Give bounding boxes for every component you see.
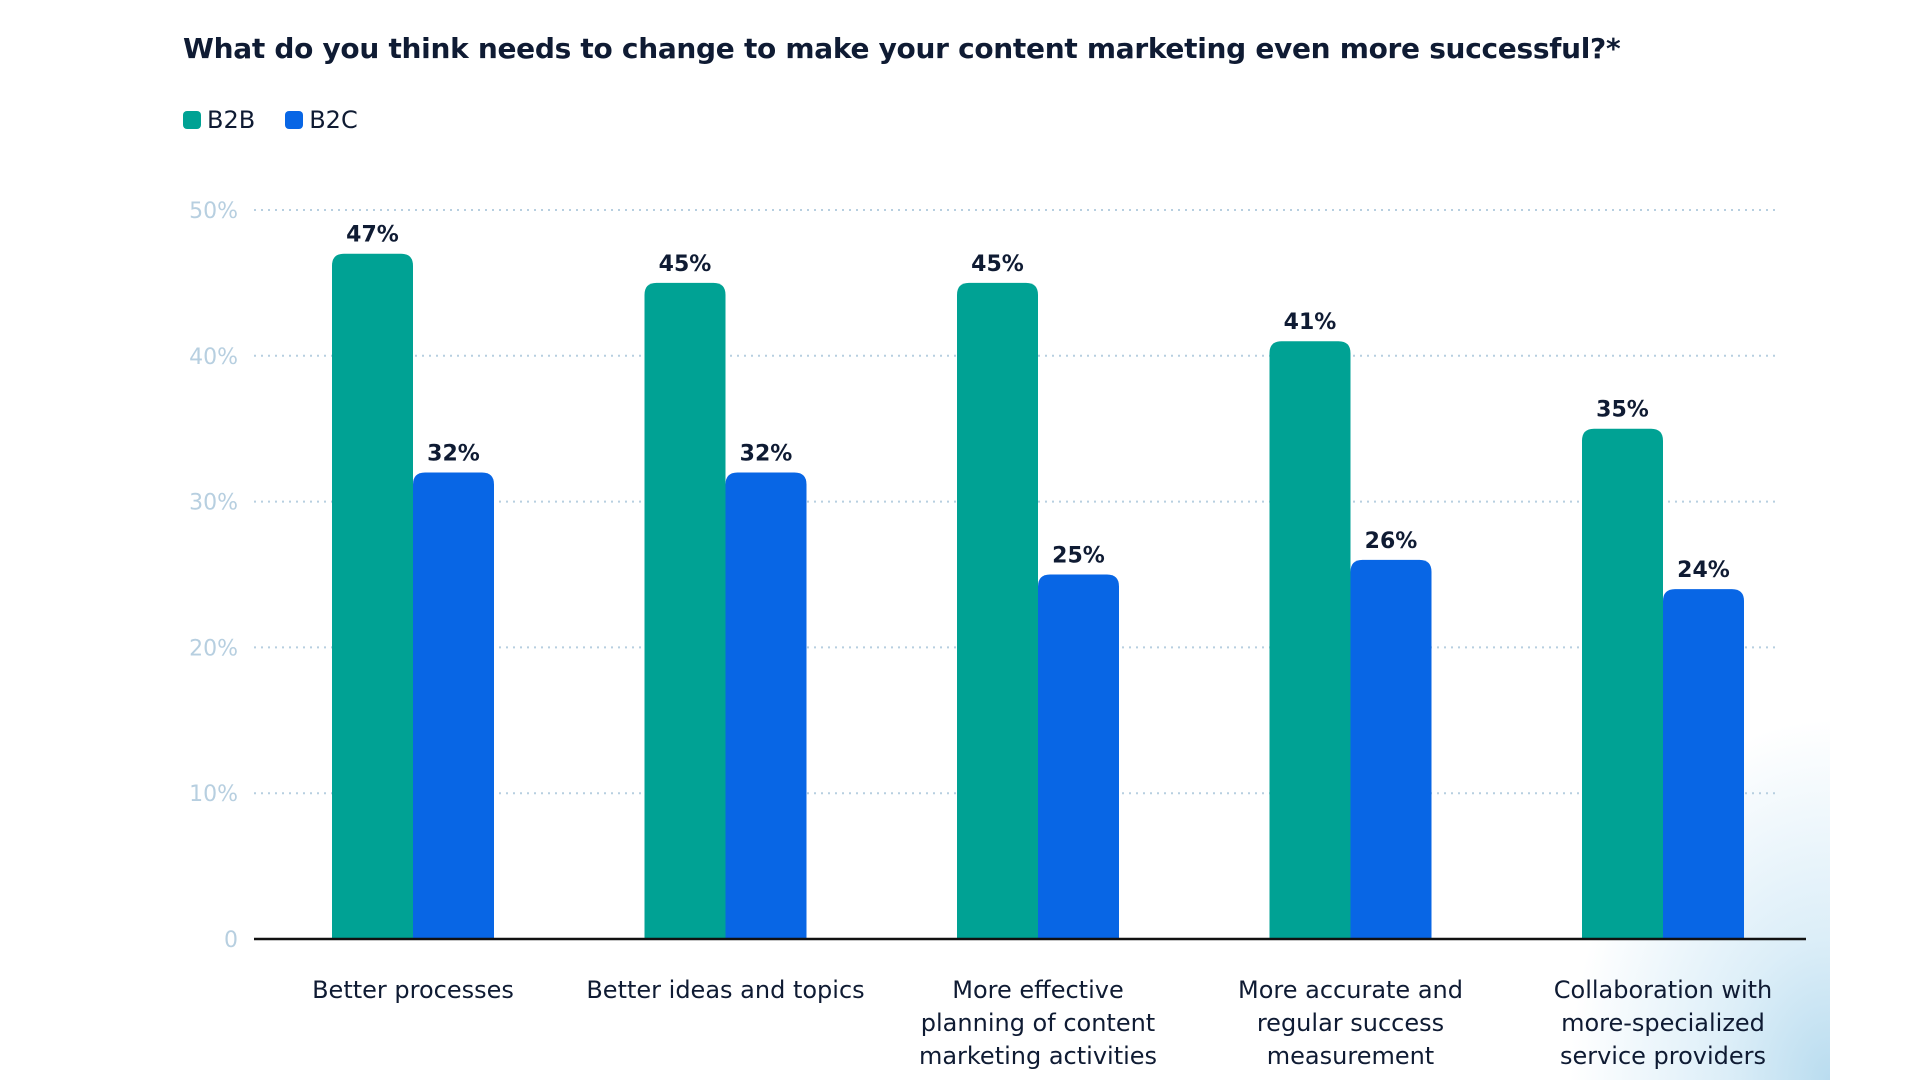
data-label: 32% bbox=[427, 441, 480, 466]
bar-b2c bbox=[413, 472, 494, 939]
legend: B2B B2C bbox=[183, 106, 358, 134]
data-label: 45% bbox=[659, 252, 712, 277]
x-tick-label: marketing activities bbox=[919, 1042, 1157, 1070]
legend-swatch-b2b bbox=[183, 111, 201, 129]
legend-item-b2c: B2C bbox=[285, 106, 358, 134]
data-label: 35% bbox=[1596, 398, 1649, 423]
y-tick-label: 40% bbox=[189, 345, 238, 370]
chart-title: What do you think needs to change to mak… bbox=[183, 32, 1621, 65]
legend-item-b2b: B2B bbox=[183, 106, 255, 134]
data-label: 41% bbox=[1284, 310, 1337, 335]
bar-b2c bbox=[725, 472, 807, 939]
bar-b2c bbox=[1350, 559, 1432, 939]
bar-b2b bbox=[332, 253, 413, 940]
data-label: 47% bbox=[346, 223, 399, 248]
bar-b2b bbox=[1582, 428, 1663, 939]
x-tick-label: More effective bbox=[952, 976, 1123, 1004]
data-label: 26% bbox=[1365, 529, 1418, 554]
x-tick-label: more-specialized bbox=[1561, 1009, 1765, 1037]
bar-b2b bbox=[1269, 341, 1351, 940]
x-tick-label: service providers bbox=[1560, 1042, 1766, 1070]
bar-b2b bbox=[644, 282, 726, 939]
x-tick-label: Better ideas and topics bbox=[586, 976, 864, 1004]
data-label: 24% bbox=[1677, 558, 1730, 583]
x-tick-label: More accurate and bbox=[1238, 976, 1463, 1004]
bar-b2c bbox=[1038, 574, 1119, 939]
legend-swatch-b2c bbox=[285, 111, 304, 129]
y-tick-label: 50% bbox=[189, 199, 238, 224]
y-tick-label: 10% bbox=[189, 782, 238, 807]
legend-label-b2b: B2B bbox=[207, 106, 256, 134]
y-tick-label: 30% bbox=[189, 491, 238, 516]
bar-b2b bbox=[957, 282, 1038, 939]
x-tick-label: Better processes bbox=[312, 976, 514, 1004]
bar-b2c bbox=[1663, 589, 1744, 939]
x-tick-label: planning of content bbox=[921, 1009, 1155, 1037]
data-label: 32% bbox=[740, 441, 793, 466]
data-label: 45% bbox=[971, 252, 1024, 277]
y-tick-label: 20% bbox=[189, 636, 238, 661]
x-tick-label: regular success bbox=[1257, 1009, 1444, 1037]
x-tick-label: measurement bbox=[1267, 1042, 1434, 1070]
x-tick-label: Collaboration with bbox=[1554, 976, 1773, 1004]
data-label: 25% bbox=[1052, 544, 1105, 569]
chart-panel bbox=[0, 0, 1830, 1080]
legend-label-b2c: B2C bbox=[309, 106, 358, 134]
y-tick-label: 0 bbox=[224, 928, 238, 953]
